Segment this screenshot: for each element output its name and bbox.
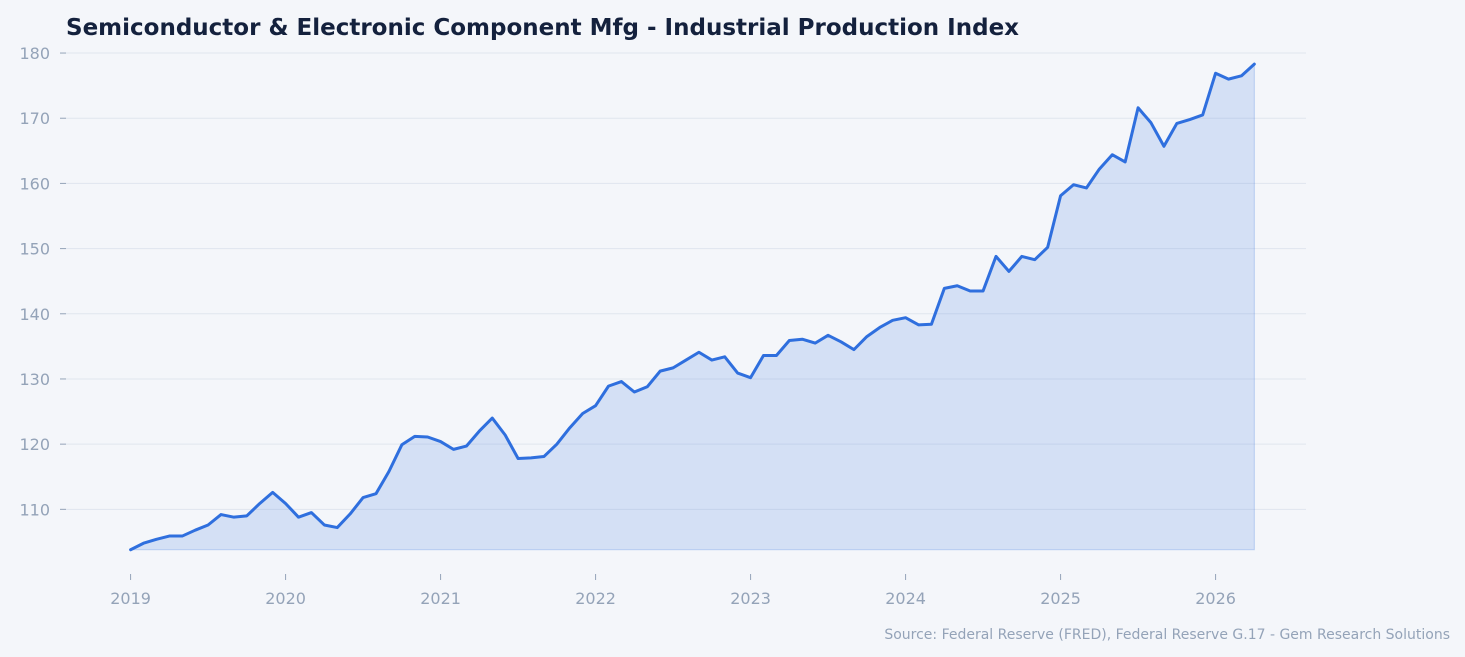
- x-tick-label: 2022: [575, 589, 616, 608]
- y-tick-label: 150: [19, 240, 50, 259]
- y-tick-label: 140: [19, 305, 50, 324]
- gridlines: [66, 52, 1306, 510]
- series-line: [129, 62, 1256, 552]
- x-tick-label: 2026: [1195, 589, 1236, 608]
- x-axis: 2019 2020 2021 2022 2023 2024 2025 2026: [110, 574, 1236, 608]
- x-tick-label: 2024: [885, 589, 926, 608]
- y-tick-label: 160: [19, 174, 50, 193]
- source-note: Source: Federal Reserve (FRED), Federal …: [884, 627, 1450, 643]
- series: [129, 62, 1256, 552]
- x-tick-label: 2021: [420, 589, 461, 608]
- series-area: [130, 64, 1255, 550]
- x-tick-label: 2023: [730, 589, 771, 608]
- y-tick-label: 130: [19, 370, 50, 389]
- y-axis: 110 120 130 140 150 160 170 180: [19, 44, 66, 519]
- chart-title: Semiconductor & Electronic Component Mfg…: [66, 15, 1019, 41]
- y-tick-label: 120: [19, 435, 50, 454]
- y-tick-label: 180: [19, 44, 50, 63]
- series-area-edge: [130, 64, 1255, 551]
- x-tick-label: 2020: [265, 589, 306, 608]
- y-tick-label: 110: [19, 500, 50, 519]
- x-tick-label: 2019: [110, 589, 151, 608]
- y-tick-label: 170: [19, 109, 50, 128]
- x-tick-label: 2025: [1040, 589, 1081, 608]
